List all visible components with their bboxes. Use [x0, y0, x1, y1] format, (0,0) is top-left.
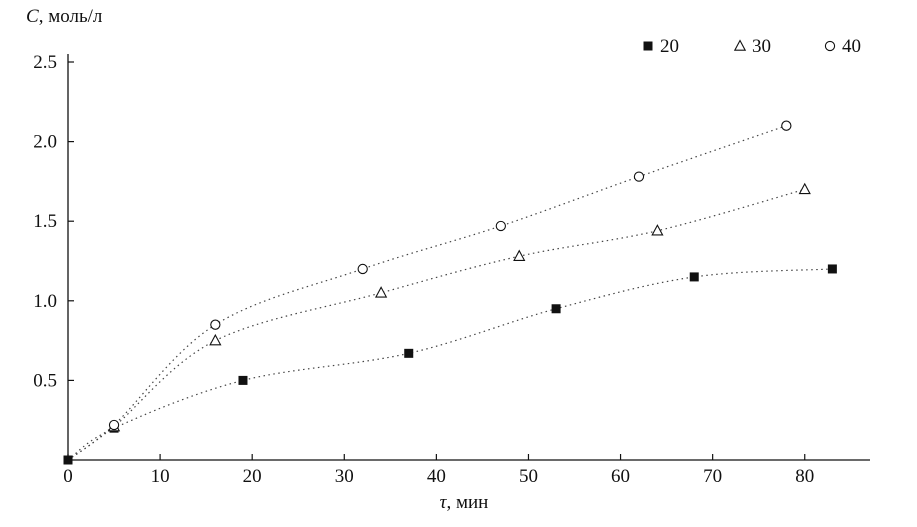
x-axis-variable: τ	[439, 492, 447, 513]
x-tick-label: 80	[795, 466, 814, 487]
y-tick-label: 0.5	[33, 370, 57, 391]
marker-20	[63, 455, 73, 465]
x-tick-label: 0	[63, 466, 73, 487]
x-tick-label: 20	[243, 466, 262, 487]
marker-30	[374, 286, 388, 298]
marker-40	[495, 220, 506, 232]
x-tick-label: 60	[611, 466, 630, 487]
x-tick-label: 50	[519, 466, 538, 487]
legend-label-40: 40	[842, 36, 861, 57]
marker-40	[781, 120, 792, 131]
marker-30	[513, 249, 526, 261]
y-axis-variable: C	[26, 6, 39, 27]
marker-40	[357, 263, 368, 275]
marker-20	[551, 304, 561, 314]
legend-marker-30	[733, 39, 747, 51]
x-axis-units: , мин	[446, 492, 489, 513]
marker-40	[210, 319, 221, 330]
trend-curve-20	[67, 268, 833, 461]
trend-curve-40	[67, 125, 787, 461]
marker-40	[633, 171, 645, 182]
legend-marker-40	[824, 40, 836, 52]
marker-20	[238, 375, 248, 385]
x-tick-label: 40	[427, 466, 446, 487]
marker-40	[108, 419, 120, 431]
legend-label-20: 20	[660, 36, 679, 57]
y-tick-label: 2.5	[33, 52, 57, 73]
marker-30	[798, 182, 811, 195]
y-axis-units: , моль/л	[38, 6, 103, 27]
y-tick-label: 1.5	[33, 211, 57, 232]
y-axis-label: C, моль/л	[26, 6, 102, 28]
marker-20	[404, 348, 414, 358]
marker-30	[209, 333, 222, 346]
marker-20	[827, 264, 837, 274]
legend-marker-20	[643, 41, 653, 51]
x-tick-label: 70	[703, 466, 722, 487]
marker-20	[689, 272, 699, 282]
legend-label-30: 30	[752, 36, 771, 57]
y-tick-label: 2.0	[33, 132, 57, 153]
x-tick-label: 30	[335, 466, 354, 487]
y-tick-label: 1.0	[33, 291, 57, 312]
x-tick-label: 10	[151, 466, 170, 487]
trend-curve-30	[67, 188, 805, 461]
marker-30	[651, 224, 664, 236]
x-axis-label: τ, мин	[68, 492, 860, 514]
